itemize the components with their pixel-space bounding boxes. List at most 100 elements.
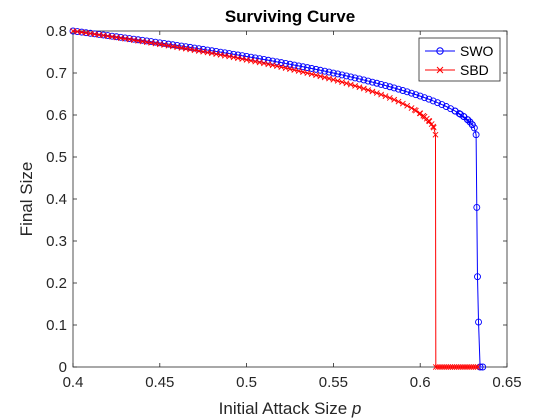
data-point: [474, 273, 481, 281]
x-tick-label: 0.45: [145, 374, 174, 391]
data-point: [299, 63, 307, 71]
data-point: [356, 84, 363, 91]
data-point: [457, 364, 464, 370]
data-point: [428, 121, 435, 128]
data-point: [464, 364, 470, 370]
data-point: [466, 364, 473, 370]
x-axis-variable: p: [351, 399, 361, 418]
data-point: [261, 60, 267, 67]
data-point: [445, 364, 452, 370]
data-point: [462, 364, 468, 370]
data-point: [369, 78, 376, 86]
data-point: [303, 64, 311, 72]
data-point: [347, 73, 355, 81]
data-point: [408, 105, 415, 111]
data-point: [382, 93, 389, 100]
data-point: [438, 101, 446, 108]
data-point: [360, 76, 368, 84]
data-point: [321, 67, 329, 75]
data-point: [453, 364, 460, 370]
data-point: [459, 364, 466, 370]
data-point: [326, 75, 332, 82]
data-point: [416, 92, 424, 100]
data-point: [390, 84, 398, 92]
data-point: [295, 62, 303, 70]
data-point: [251, 54, 259, 62]
data-point: [334, 70, 342, 78]
data-point: [248, 57, 254, 64]
data-point: [264, 56, 272, 64]
x-tick-label: 0.6: [410, 374, 431, 391]
legend-swo-label: SWO: [460, 43, 494, 59]
data-point: [321, 74, 328, 81]
y-tick-label: 0.8: [46, 23, 67, 40]
data-point: [308, 71, 315, 78]
data-point: [339, 79, 345, 85]
data-point: [304, 70, 311, 76]
data-point: [429, 97, 437, 105]
y-tick-label: 0.6: [46, 107, 67, 124]
data-point: [291, 67, 298, 73]
data-point: [437, 364, 443, 370]
data-point: [412, 91, 420, 99]
data-point: [286, 60, 294, 68]
data-point: [377, 80, 385, 88]
data-point: [373, 90, 380, 96]
data-point: [395, 98, 402, 105]
data-point: [347, 81, 354, 88]
x-axis-label: Initial Attack Size p: [219, 399, 362, 418]
data-point: [343, 80, 350, 87]
data-point: [434, 99, 442, 107]
legend-box: [418, 37, 501, 82]
data-point: [273, 58, 281, 66]
data-point: [451, 107, 459, 115]
data-point: [399, 100, 406, 107]
data-point: [369, 88, 376, 95]
data-point: [355, 75, 363, 83]
data-point: [325, 68, 333, 76]
legend-swo-marker: [436, 47, 444, 55]
data-point: [329, 69, 337, 77]
data-point: [472, 364, 479, 370]
data-point: [152, 38, 159, 46]
data-point: [269, 57, 277, 65]
data-point: [443, 364, 450, 370]
data-point: [421, 94, 428, 102]
data-point: [395, 85, 402, 93]
plot-area-frame: [72, 30, 508, 368]
data-point: [432, 364, 439, 370]
data-point: [399, 87, 407, 94]
data-point: [408, 89, 415, 97]
data-point: [265, 61, 272, 68]
legend-sbd-marker: [436, 66, 444, 74]
data-point: [403, 88, 411, 96]
series-layer: [69, 27, 487, 371]
data-point: [457, 110, 464, 118]
data-point: [449, 364, 456, 370]
data-point: [472, 131, 480, 139]
data-point: [256, 55, 264, 63]
data-point: [468, 364, 475, 370]
data-point: [313, 72, 319, 79]
data-point: [342, 72, 350, 80]
data-point: [352, 82, 359, 89]
data-point: [434, 364, 441, 370]
data-point: [432, 131, 439, 138]
data-point: [312, 65, 320, 73]
data-point: [295, 68, 302, 74]
series-line-sbd: [72, 30, 480, 368]
data-point: [475, 318, 482, 326]
data-point: [382, 82, 389, 90]
y-axis-ticks: 0 0.1 0.2 0.3 0.4 0.5 0.6 0.7 0.8: [46, 23, 507, 376]
series-sbd: [70, 28, 481, 370]
y-tick-label: 0.3: [46, 233, 67, 250]
data-point: [386, 95, 393, 101]
data-point: [404, 102, 411, 109]
y-tick-label: 0: [59, 359, 67, 376]
data-point: [252, 58, 259, 65]
data-point: [470, 364, 477, 370]
data-point: [256, 59, 263, 66]
data-point: [360, 85, 367, 92]
x-tick-label: 0.5: [236, 374, 257, 391]
